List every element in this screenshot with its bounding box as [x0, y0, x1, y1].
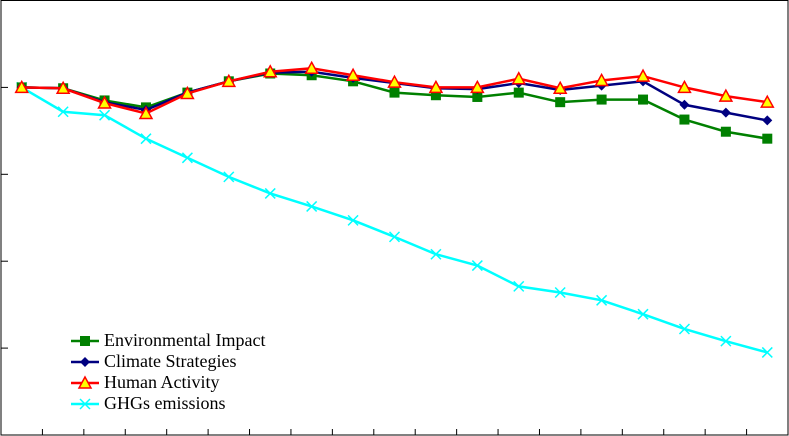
legend-swatch [71, 335, 99, 346]
legend-item: GHGs emissions [70, 393, 265, 414]
data-point [55, 80, 71, 95]
data-point [99, 109, 111, 121]
data-point [262, 64, 278, 78]
data-point [138, 105, 154, 120]
data-point [762, 115, 773, 126]
data-point [264, 187, 276, 199]
legend-swatch [71, 374, 99, 389]
data-point [428, 79, 444, 94]
legend-label: Climate Strategies [104, 351, 237, 371]
data-point [223, 171, 235, 183]
data-point [555, 97, 566, 108]
series-line [21, 86, 768, 354]
legend-label: GHGs emissions [104, 393, 226, 413]
data-point [596, 294, 608, 306]
data-point [304, 60, 319, 75]
data-point [761, 346, 773, 358]
data-point [679, 114, 690, 125]
data-point [221, 73, 237, 88]
series-human-activity [14, 60, 775, 120]
data-point [513, 280, 525, 292]
data-point [389, 87, 400, 98]
data-point [720, 126, 731, 137]
data-point [388, 231, 401, 243]
data-point [387, 74, 402, 88]
data-point [635, 68, 651, 82]
data-point [430, 248, 442, 260]
legend-label: Environmental Impact [104, 330, 266, 350]
legend-marker [80, 335, 90, 346]
legend-swatch [71, 397, 99, 410]
data-point [637, 308, 649, 320]
data-point [760, 94, 775, 108]
data-point [720, 335, 732, 347]
data-point [181, 152, 193, 164]
data-point [57, 106, 69, 118]
data-point [513, 87, 524, 98]
data-point [596, 94, 607, 105]
data-point [470, 79, 485, 94]
data-point [140, 133, 152, 145]
data-point [14, 79, 29, 94]
data-point [552, 80, 568, 95]
data-point [679, 99, 690, 110]
data-point [471, 260, 483, 272]
data-point [472, 91, 483, 102]
legend-item: Human Activity [70, 372, 265, 393]
legend-swatch [71, 356, 99, 367]
data-point [511, 71, 527, 85]
legend-item: Environmental Impact [70, 330, 265, 351]
data-point [306, 200, 318, 212]
legend-item: Climate Strategies [70, 351, 265, 372]
data-point [638, 94, 649, 105]
data-point [345, 67, 361, 81]
data-point [762, 133, 773, 144]
legend-label: Human Activity [104, 372, 220, 392]
data-point [677, 79, 692, 94]
data-point [594, 72, 609, 87]
data-point [718, 88, 734, 102]
data-point [720, 107, 731, 118]
legend-marker [79, 397, 91, 410]
data-point [678, 323, 690, 335]
data-point [97, 95, 112, 109]
legend-marker [77, 374, 93, 389]
data-point [430, 90, 441, 101]
data-point [347, 214, 359, 226]
series-ghgs-emissions [16, 81, 773, 358]
legend: Environmental Impact Climate Strategies Hu… [70, 330, 265, 414]
data-point [180, 85, 195, 100]
legend-marker [80, 356, 90, 367]
data-point [554, 286, 566, 299]
